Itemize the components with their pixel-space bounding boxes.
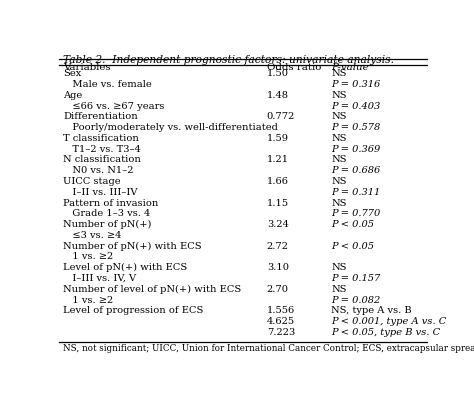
Text: N classification: N classification bbox=[63, 155, 141, 164]
Text: ≤66 vs. ≥67 years: ≤66 vs. ≥67 years bbox=[63, 101, 164, 110]
Text: P = 0.578: P = 0.578 bbox=[331, 123, 380, 132]
Text: Variables: Variables bbox=[63, 63, 110, 72]
Text: 1.556: 1.556 bbox=[267, 306, 295, 314]
Text: NS: NS bbox=[331, 69, 346, 78]
Text: ≤3 vs. ≥4: ≤3 vs. ≥4 bbox=[63, 230, 121, 239]
Text: 1.50: 1.50 bbox=[267, 69, 289, 78]
Text: Number of pN(+): Number of pN(+) bbox=[63, 220, 151, 229]
Text: Male vs. female: Male vs. female bbox=[63, 80, 152, 89]
Text: 0.772: 0.772 bbox=[267, 112, 295, 121]
Text: P = 0.316: P = 0.316 bbox=[331, 80, 380, 89]
Text: 1.59: 1.59 bbox=[267, 134, 289, 143]
Text: 7.223: 7.223 bbox=[267, 327, 295, 336]
Text: NS: NS bbox=[331, 134, 346, 143]
Text: 2.70: 2.70 bbox=[267, 284, 289, 293]
Text: P = 0.157: P = 0.157 bbox=[331, 273, 380, 282]
Text: P = 0.403: P = 0.403 bbox=[331, 101, 380, 110]
Text: 1.15: 1.15 bbox=[267, 198, 289, 207]
Text: Table 2.  Independent prognostic factors: univariate analysis.: Table 2. Independent prognostic factors:… bbox=[63, 55, 394, 65]
Text: Number of level of pN(+) with ECS: Number of level of pN(+) with ECS bbox=[63, 284, 241, 293]
Text: NS, not significant; UICC, Union for International Cancer Control; ECS, extracap: NS, not significant; UICC, Union for Int… bbox=[63, 343, 474, 352]
Text: 1.21: 1.21 bbox=[267, 155, 289, 164]
Text: Age: Age bbox=[63, 91, 82, 99]
Text: NS: NS bbox=[331, 263, 346, 271]
Text: 2.72: 2.72 bbox=[267, 241, 289, 250]
Text: N0 vs. N1–2: N0 vs. N1–2 bbox=[63, 166, 133, 175]
Text: 1.66: 1.66 bbox=[267, 176, 289, 186]
Text: NS: NS bbox=[331, 198, 346, 207]
Text: I–II vs. III–IV: I–II vs. III–IV bbox=[63, 187, 137, 196]
Text: I–III vs. IV, V: I–III vs. IV, V bbox=[63, 273, 136, 282]
Text: NS: NS bbox=[331, 176, 346, 186]
Text: P < 0.05: P < 0.05 bbox=[331, 241, 374, 250]
Text: P-value: P-value bbox=[331, 63, 369, 72]
Text: Number of pN(+) with ECS: Number of pN(+) with ECS bbox=[63, 241, 201, 250]
Text: P < 0.05: P < 0.05 bbox=[331, 220, 374, 229]
Text: P = 0.686: P = 0.686 bbox=[331, 166, 380, 175]
Text: Differentiation: Differentiation bbox=[63, 112, 137, 121]
Text: T classification: T classification bbox=[63, 134, 139, 143]
Text: 4.625: 4.625 bbox=[267, 316, 295, 325]
Text: Odds ratio: Odds ratio bbox=[267, 63, 321, 72]
Text: NS: NS bbox=[331, 112, 346, 121]
Text: 3.24: 3.24 bbox=[267, 220, 289, 229]
Text: P = 0.770: P = 0.770 bbox=[331, 209, 380, 218]
Text: P = 0.311: P = 0.311 bbox=[331, 187, 380, 196]
Text: Level of progression of ECS: Level of progression of ECS bbox=[63, 306, 203, 314]
Text: NS: NS bbox=[331, 155, 346, 164]
Text: Sex: Sex bbox=[63, 69, 82, 78]
Text: P = 0.082: P = 0.082 bbox=[331, 295, 380, 304]
Text: P = 0.369: P = 0.369 bbox=[331, 144, 380, 153]
Text: 1.48: 1.48 bbox=[267, 91, 289, 99]
Text: UICC stage: UICC stage bbox=[63, 176, 120, 186]
Text: Grade 1–3 vs. 4: Grade 1–3 vs. 4 bbox=[63, 209, 150, 218]
Text: NS: NS bbox=[331, 91, 346, 99]
Text: 1 vs. ≥2: 1 vs. ≥2 bbox=[63, 252, 113, 261]
Text: NS: NS bbox=[331, 284, 346, 293]
Text: 3.10: 3.10 bbox=[267, 263, 289, 271]
Text: P < 0.001, type A vs. C: P < 0.001, type A vs. C bbox=[331, 316, 447, 325]
Text: NS, type A vs. B: NS, type A vs. B bbox=[331, 306, 412, 314]
Text: P < 0.05, type B vs. C: P < 0.05, type B vs. C bbox=[331, 327, 440, 336]
Text: Level of pN(+) with ECS: Level of pN(+) with ECS bbox=[63, 263, 187, 271]
Text: T1–2 vs. T3–4: T1–2 vs. T3–4 bbox=[63, 144, 141, 153]
Text: Pattern of invasion: Pattern of invasion bbox=[63, 198, 158, 207]
Text: 1 vs. ≥2: 1 vs. ≥2 bbox=[63, 295, 113, 304]
Text: Poorly/moderately vs. well-differentiated: Poorly/moderately vs. well-differentiate… bbox=[63, 123, 278, 132]
